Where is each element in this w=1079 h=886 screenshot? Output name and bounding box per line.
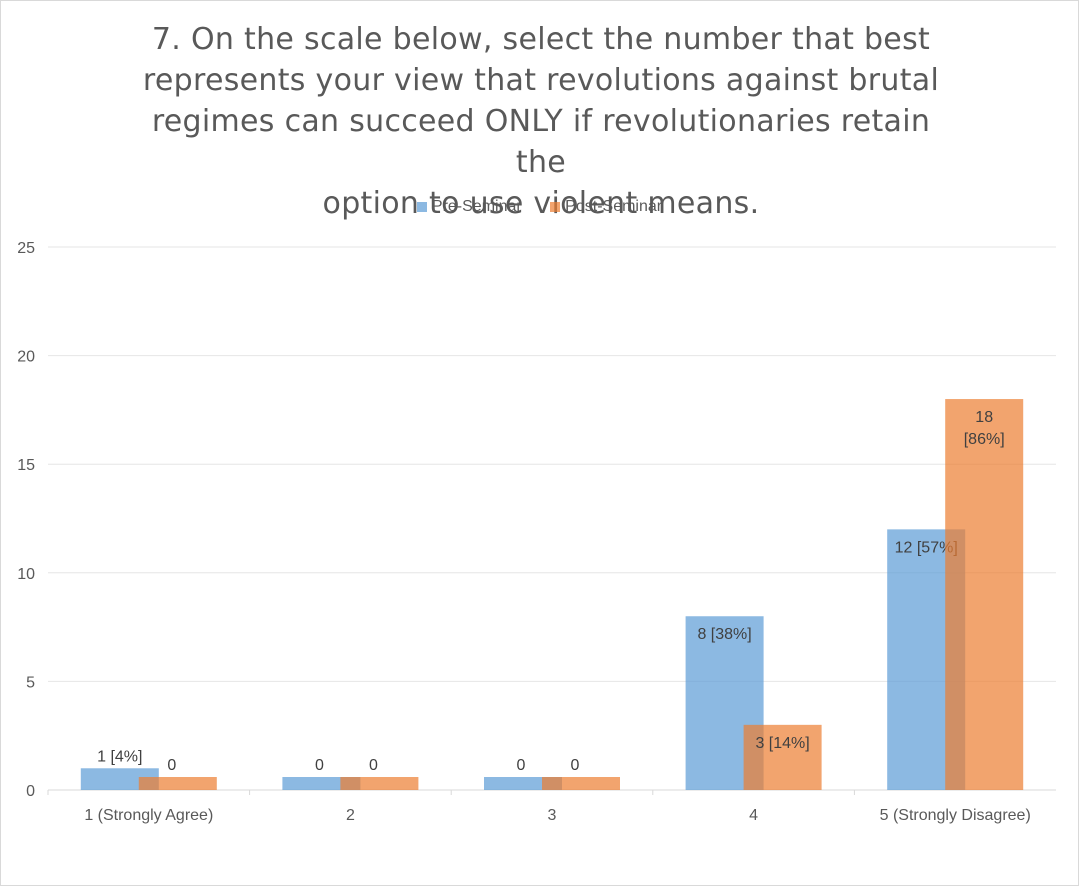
data-label: 0 [571,757,580,774]
data-label: 12 [57%] [895,539,958,556]
x-tick-label: 1 (Strongly Agree) [84,807,213,824]
x-tick-label: 2 [346,807,355,824]
data-label: 18 [975,409,993,426]
x-tick-label: 3 [548,807,557,824]
data-label: 0 [369,757,378,774]
y-tick-label: 15 [17,457,35,474]
legend-swatch-pre-seminar [416,202,427,212]
legend-item-pre-seminar: Pre-Seminar [416,198,522,216]
data-label: 1 [4%] [97,748,142,765]
y-tick-label: 25 [17,240,35,257]
chart-title-line: regimes can succeed ONLY if revolutionar… [151,104,931,180]
x-tick-label: 5 (Strongly Disagree) [880,807,1031,824]
data-label: [86%] [964,431,1005,448]
bar-post-seminar [945,399,1024,790]
chart-title-line: option to use violent means. [322,186,760,221]
chart-title-line: 7. On the scale below, select the number… [151,22,931,57]
x-tick-label: 4 [749,807,758,824]
bar-post-seminar [542,777,620,790]
y-tick-label: 5 [26,674,35,691]
legend-item-post-seminar: Post-Seminar [550,198,662,216]
legend-swatch-post-seminar [550,202,561,212]
data-label: 0 [167,757,176,774]
y-tick-label: 20 [17,349,35,366]
y-tick-label: 0 [26,783,35,800]
y-tick-label: 10 [17,566,35,583]
data-label: 0 [315,757,324,774]
chart-legend: Pre-Seminar Post-Seminar [1,198,1078,217]
legend-label-post-seminar: Post-Seminar [565,198,663,215]
bar-post-seminar [340,777,419,790]
chart-title: 7. On the scale below, select the number… [141,19,941,224]
data-label: 0 [517,757,526,774]
legend-label-pre-seminar: Pre-Seminar [431,198,522,215]
data-label: 3 [14%] [755,735,809,752]
data-label: 8 [38%] [697,626,751,643]
chart-title-line: represents your view that revolutions ag… [142,63,940,98]
bar-post-seminar [138,777,217,790]
bar-post-seminar [743,724,822,790]
